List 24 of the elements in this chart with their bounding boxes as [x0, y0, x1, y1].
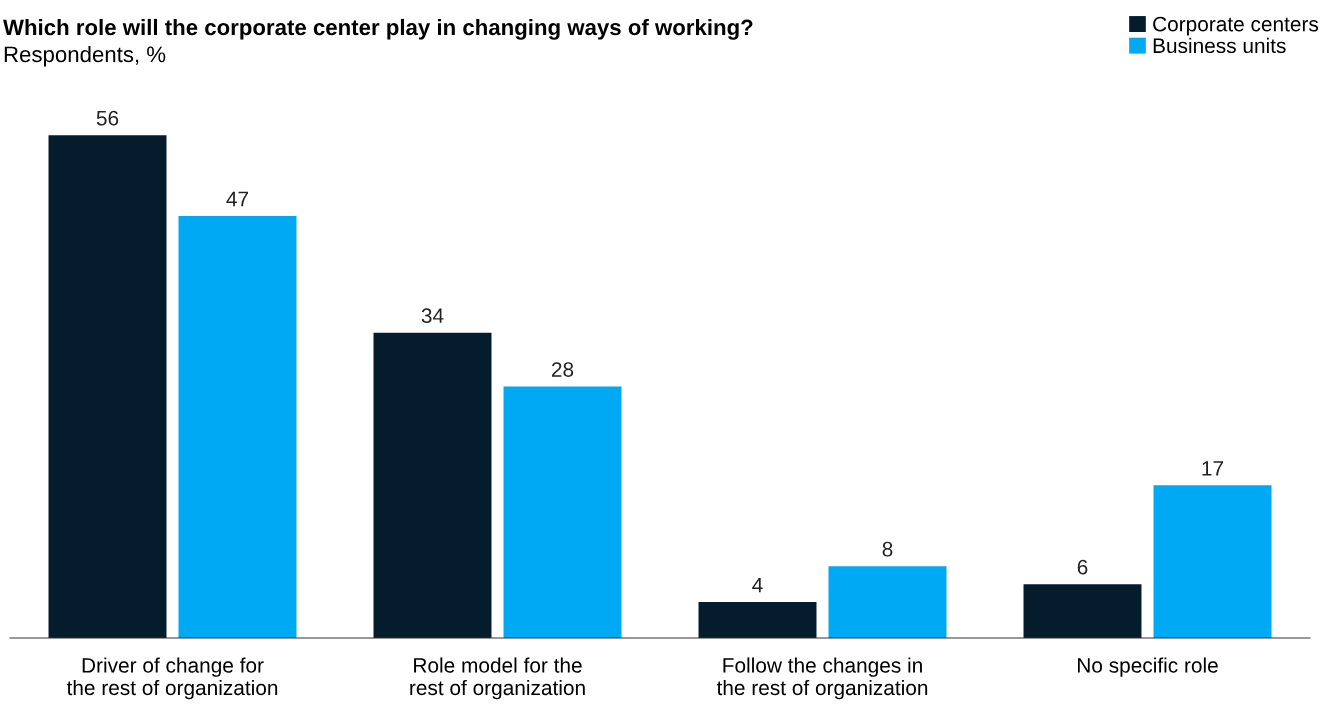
data-label: 47	[226, 191, 249, 207]
bar	[373, 332, 492, 638]
data-label: 4	[752, 577, 763, 593]
bar	[828, 566, 947, 638]
bar	[1023, 584, 1142, 638]
bar	[698, 602, 817, 638]
legend-label: Corporate centers	[1153, 16, 1319, 36]
x-tick-label: Driver of change for the rest of organization	[66, 657, 278, 700]
bar	[48, 135, 167, 638]
data-label: 34	[421, 308, 444, 324]
legend-label: Business units	[1153, 37, 1286, 54]
data-label: 28	[551, 362, 574, 377]
data-label: 17	[1202, 461, 1224, 476]
bar	[1153, 485, 1272, 638]
chart-title: Which role will the corporate center play in changing ways of working?	[3, 18, 753, 40]
chart-subtitle: Respondents, %	[4, 45, 166, 67]
bar	[178, 216, 297, 638]
x-tick-label: Follow the changes in the rest of organization	[716, 657, 928, 700]
data-label: 6	[1077, 559, 1088, 575]
x-tick-label: Role model for the rest of organization	[410, 657, 585, 700]
data-label: 56	[96, 110, 119, 126]
x-tick-label: No specific role	[1078, 657, 1218, 677]
data-label: 8	[882, 541, 893, 557]
bar	[503, 386, 622, 638]
